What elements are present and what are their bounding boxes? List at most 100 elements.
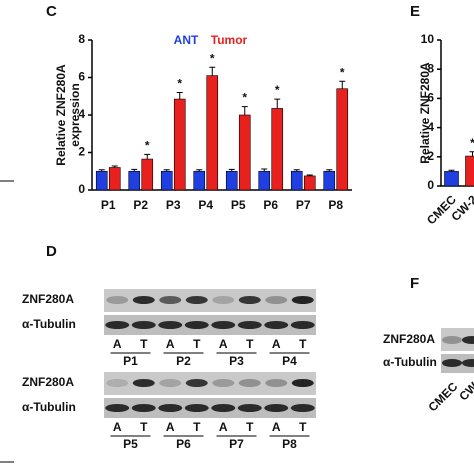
bar [303,175,316,191]
blot-row-label: α-Tubulin [383,355,437,369]
error-bar [469,151,474,157]
blot-band [462,336,474,344]
significance-mark: * [242,91,247,105]
panel-label: D [46,243,57,260]
lane-label: A [219,337,228,351]
x-tick-label: P2 [133,198,148,212]
lane-label: T [299,337,307,351]
blot-band [265,296,288,304]
blot-band [290,321,315,329]
error-bar [176,92,183,100]
error-bar [293,169,300,172]
bar [290,170,303,191]
error-bar [261,168,268,172]
y-axis-label: Relative ZNF280A [418,62,432,164]
patient-label: P4 [282,354,297,368]
blot-band [291,379,314,387]
blot-strip [104,372,316,395]
blot-band [159,379,182,387]
significance-mark: * [275,83,280,97]
x-tick-label: P3 [166,198,181,212]
x-tick-label: P4 [198,198,213,212]
y-tick-label: 0 [78,182,85,196]
bar [336,88,349,191]
blot-band [238,379,261,387]
blot-band [159,296,182,304]
lane-label: T [299,420,307,434]
error-bar [306,174,313,176]
lane-label: T [140,337,148,351]
blot-strip [104,289,316,312]
patient-label: P7 [229,437,244,451]
blot-band [291,296,314,304]
x-tick-label: P8 [328,198,343,212]
blot-band [211,321,236,329]
blot-band [106,379,129,387]
y-tick-label: 4 [78,107,85,121]
lane-label: CMEC [425,379,460,414]
x-tick-label: P5 [231,198,246,212]
significance-mark: * [340,65,345,79]
significance-mark: * [177,77,182,91]
lane-label: A [272,420,281,434]
y-tick-label: 6 [427,91,434,105]
y-tick-label: 8 [78,32,85,46]
blot-band [212,296,235,304]
blot-band [132,379,155,387]
blot-band [212,379,235,387]
blot-band [158,404,183,412]
x-tick-label: P6 [263,198,278,212]
blot-row-label: ZNF280A [22,375,74,389]
error-bar [274,98,281,109]
legend-entry: Tumor [211,33,248,47]
y-tick-label: 10 [421,32,435,46]
bar [465,155,474,187]
patient-label: P1 [123,354,138,368]
error-bar [326,169,333,172]
lane-label: T [246,337,254,351]
significance-mark: * [470,136,474,150]
blot-band [264,321,289,329]
blot-strip [104,398,316,418]
bar [160,170,173,191]
y-axis-label: Relative ZNF280A [54,64,68,166]
error-bar [339,80,346,89]
error-bar [209,66,216,76]
lane-label: A [166,337,175,351]
blot-band [265,379,288,387]
bar [206,75,219,191]
bar [444,171,459,187]
y-tick-label: 4 [427,120,434,134]
error-bar [163,169,170,172]
patient-label: P5 [123,437,138,451]
bar [108,167,121,191]
blot-band [211,404,236,412]
significance-mark: * [210,51,215,65]
lane-label: T [193,337,201,351]
y-axis-label: expression [68,83,82,146]
lane-label: A [272,337,281,351]
blot-band [105,404,130,412]
lane-label: T [193,420,201,434]
blot-strip [441,328,474,351]
blot-row-label: α-Tubulin [22,317,76,331]
bar [95,170,108,191]
blot-row-label: ZNF280A [383,332,435,346]
lane-label: T [140,420,148,434]
panel-label: E [410,3,420,20]
blot-row-label: α-Tubulin [22,400,76,414]
blot-band [462,359,474,367]
bar [323,170,336,191]
error-bar [241,106,248,115]
legend-entry: ANT [174,33,199,47]
x-tick-label: P1 [101,198,116,212]
patient-label: P6 [176,437,191,451]
bar [225,170,238,191]
bar [258,170,271,191]
blot-band [185,296,208,304]
blot-band [238,296,261,304]
blot-band [442,359,462,367]
patient-label: P8 [282,437,297,451]
blot-band [184,404,209,412]
